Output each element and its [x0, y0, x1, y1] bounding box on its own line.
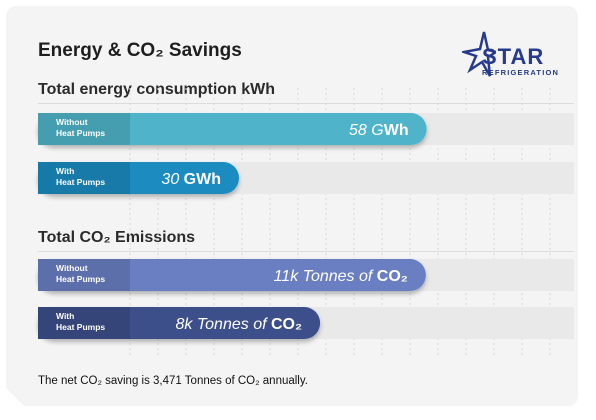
bar	[38, 307, 321, 339]
bar-category-label: Without	[56, 263, 88, 273]
bar-category-label: Without	[56, 117, 88, 127]
bar-left-edge	[38, 113, 54, 145]
bar-left-edge	[38, 162, 54, 194]
page-title: Energy & CO₂ Savings	[38, 40, 242, 61]
star-refrigeration-logo: STAR REFRIGERATION	[462, 30, 572, 80]
bar-value-label: 11k Tonnes of CO₂	[274, 268, 408, 285]
card-corner-cut	[6, 388, 28, 410]
bar	[38, 162, 239, 194]
bar-label-block	[38, 307, 130, 339]
bar-category-label: Heat Pumps	[56, 274, 105, 284]
bar-value-label: 30 GWh	[161, 171, 221, 188]
infographic-card	[6, 6, 578, 406]
bar-value-label: 8k Tonnes of CO₂	[176, 316, 303, 333]
co2-section-divider	[38, 251, 574, 252]
bar	[38, 113, 427, 145]
bar	[38, 259, 426, 291]
logo-subtitle: REFRIGERATION	[482, 68, 560, 77]
bar-label-block	[38, 162, 130, 194]
energy-section-title: Total energy consumption kWh	[38, 81, 276, 98]
bar-category-label: With	[56, 311, 74, 321]
logo-wordmark: STAR	[482, 44, 545, 69]
bar-category-label: With	[56, 166, 74, 176]
bar-category-label: Heat Pumps	[56, 128, 105, 138]
bar-category-label: Heat Pumps	[56, 322, 105, 332]
bar-label-block	[38, 259, 130, 291]
bar-left-edge	[38, 259, 54, 291]
net-saving-footnote: The net CO₂ saving is 3,471 Tonnes of CO…	[38, 375, 308, 387]
bar-left-edge	[38, 307, 54, 339]
star-icon	[462, 31, 496, 77]
energy-section-divider	[38, 103, 574, 104]
bar-category-label: Heat Pumps	[56, 177, 105, 187]
bar-value-label: 58 GWh	[349, 122, 409, 139]
bar-label-block	[38, 113, 130, 145]
co2-section-title: Total CO₂ Emissions	[38, 229, 196, 246]
